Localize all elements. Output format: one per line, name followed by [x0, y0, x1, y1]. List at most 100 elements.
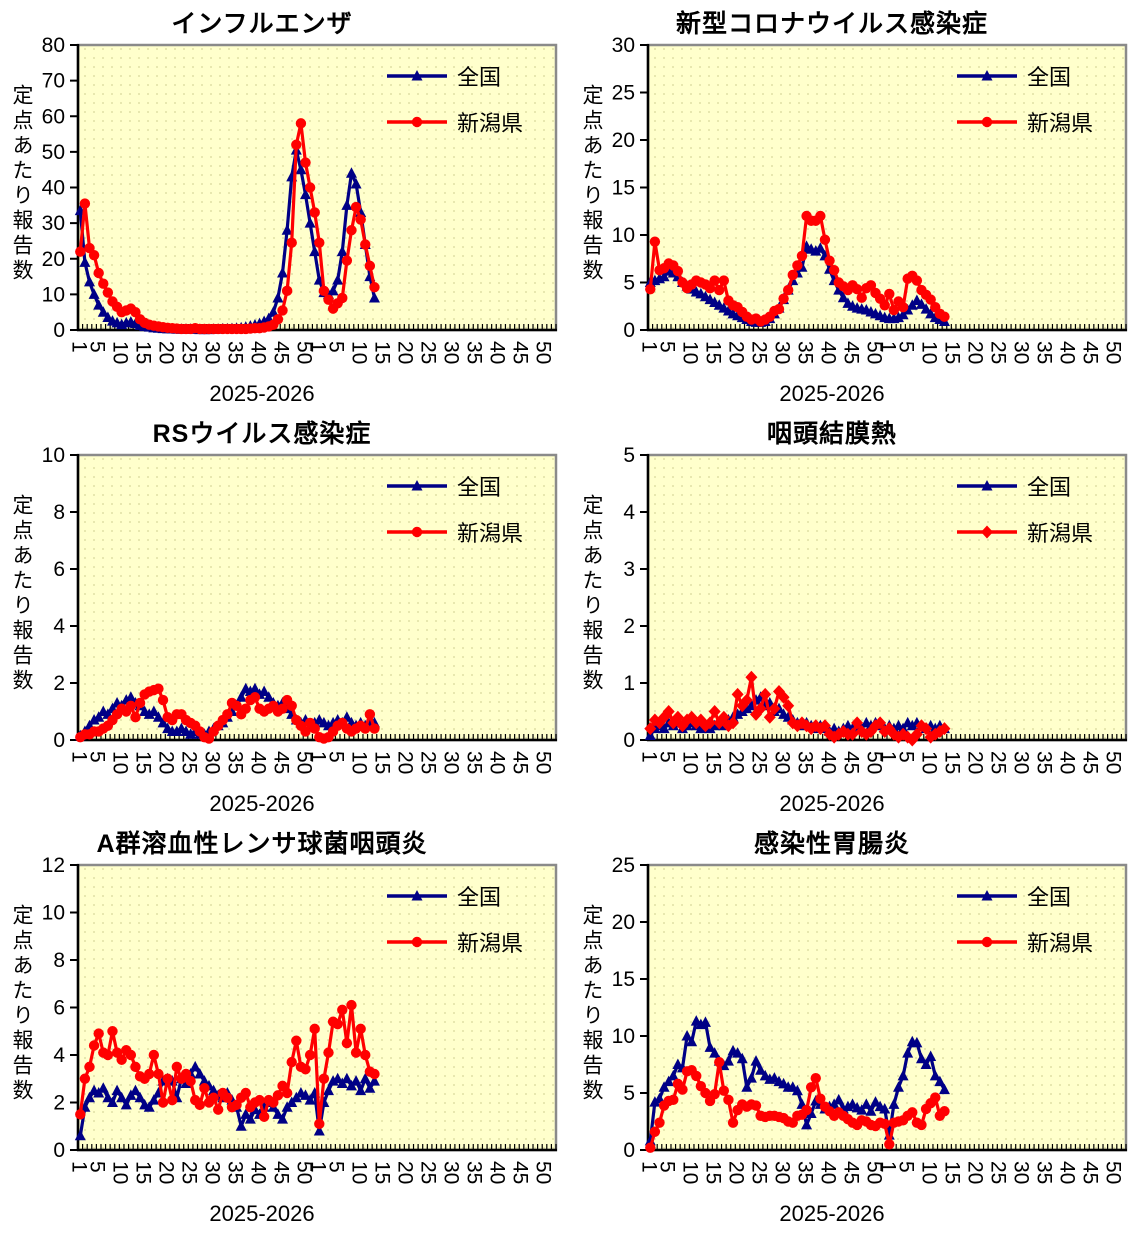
legend-label: 新潟県	[1027, 521, 1094, 546]
svg-text:45: 45	[270, 341, 293, 364]
svg-text:30: 30	[612, 34, 635, 57]
legend-marker-national	[957, 70, 1017, 81]
svg-text:40: 40	[42, 177, 65, 200]
svg-text:25: 25	[987, 341, 1010, 364]
svg-text:10: 10	[42, 902, 65, 925]
svg-text:1: 1	[67, 751, 90, 763]
svg-text:45: 45	[509, 341, 532, 364]
svg-text:50: 50	[1102, 751, 1125, 774]
svg-text:10: 10	[918, 341, 941, 364]
svg-text:35: 35	[1033, 341, 1056, 364]
svg-text:5: 5	[86, 751, 109, 763]
svg-text:10: 10	[109, 1161, 132, 1184]
svg-text:5: 5	[895, 751, 918, 763]
svg-text:10: 10	[42, 444, 65, 467]
svg-text:30: 30	[771, 751, 794, 774]
svg-text:45: 45	[840, 751, 863, 774]
svg-text:5: 5	[895, 341, 918, 353]
chart-title: インフルエンザ	[171, 10, 353, 38]
svg-text:15: 15	[941, 751, 964, 774]
svg-text:5: 5	[325, 1161, 348, 1173]
svg-text:45: 45	[1079, 751, 1102, 774]
svg-text:50: 50	[863, 1161, 886, 1184]
svg-text:25: 25	[748, 341, 771, 364]
svg-text:6: 6	[53, 558, 65, 581]
legend-marker-national	[957, 480, 1017, 491]
svg-text:30: 30	[201, 1161, 224, 1184]
svg-text:1: 1	[306, 751, 329, 763]
legend-item-niigata: 新潟県	[955, 106, 1093, 138]
x-axis-caption: 2025-2026	[209, 1201, 315, 1226]
svg-text:4: 4	[623, 501, 635, 524]
legend-label: 新潟県	[1027, 931, 1094, 956]
svg-text:15: 15	[702, 751, 725, 774]
svg-text:20: 20	[725, 341, 748, 364]
svg-text:1: 1	[67, 1161, 90, 1173]
svg-text:1: 1	[623, 672, 635, 695]
svg-text:5: 5	[623, 444, 635, 467]
svg-text:15: 15	[132, 751, 155, 774]
legend-marker-national	[387, 70, 447, 81]
svg-text:10: 10	[42, 283, 65, 306]
chart-covid19: 新型コロナウイルス感染症 定点あたり報告数 0 5 10 15 20 25 30 1 5 10 15…	[570, 0, 1140, 410]
legend-label: 新潟県	[457, 931, 524, 956]
svg-text:3: 3	[623, 558, 635, 581]
svg-text:40: 40	[817, 341, 840, 364]
legend-label: 新潟県	[1027, 111, 1094, 136]
svg-text:40: 40	[486, 341, 509, 364]
svg-text:40: 40	[486, 1161, 509, 1184]
svg-text:1: 1	[67, 341, 90, 353]
svg-text:15: 15	[371, 751, 394, 774]
svg-text:20: 20	[394, 341, 417, 364]
svg-text:45: 45	[840, 341, 863, 364]
svg-text:20: 20	[42, 248, 65, 271]
legend-label: 全国	[1027, 475, 1072, 500]
legend-item-national: 全国	[955, 470, 1093, 502]
svg-text:50: 50	[532, 341, 555, 364]
svg-text:45: 45	[270, 1161, 293, 1184]
svg-text:5: 5	[623, 272, 635, 295]
legend-item-national: 全国	[385, 880, 523, 912]
svg-text:45: 45	[509, 751, 532, 774]
svg-text:30: 30	[1010, 341, 1033, 364]
legend-item-niigata: 新潟県	[385, 516, 523, 548]
legend-marker-niigata	[387, 936, 447, 948]
legend-label: 全国	[457, 65, 502, 90]
svg-text:30: 30	[440, 341, 463, 364]
svg-text:5: 5	[656, 1161, 679, 1173]
svg-text:35: 35	[794, 751, 817, 774]
chart-influenza: インフルエンザ 定点あたり報告数 0 10 20 30 40 50 60 70 80 1 5 10 15…	[0, 0, 570, 410]
svg-text:35: 35	[794, 341, 817, 364]
svg-text:50: 50	[293, 751, 316, 774]
svg-text:35: 35	[794, 1161, 817, 1184]
svg-text:12: 12	[42, 854, 65, 877]
svg-text:8: 8	[53, 949, 65, 972]
svg-text:30: 30	[440, 751, 463, 774]
svg-text:25: 25	[748, 1161, 771, 1184]
y-axis-label: 定点あたり報告数	[580, 494, 603, 694]
svg-text:45: 45	[1079, 1161, 1102, 1184]
svg-text:45: 45	[270, 751, 293, 774]
svg-text:35: 35	[463, 751, 486, 774]
svg-text:0: 0	[53, 1139, 65, 1162]
svg-text:40: 40	[247, 1161, 270, 1184]
svg-text:1: 1	[306, 1161, 329, 1173]
svg-text:1: 1	[637, 341, 660, 353]
svg-text:50: 50	[863, 341, 886, 364]
y-axis-label: 定点あたり報告数	[10, 494, 33, 694]
svg-text:30: 30	[771, 1161, 794, 1184]
svg-text:10: 10	[348, 341, 371, 364]
svg-text:0: 0	[53, 729, 65, 752]
svg-text:30: 30	[1010, 1161, 1033, 1184]
svg-text:10: 10	[679, 1161, 702, 1184]
svg-text:40: 40	[1056, 751, 1079, 774]
y-axis-label: 定点あたり報告数	[10, 84, 33, 284]
svg-text:25: 25	[417, 341, 440, 364]
svg-text:5: 5	[656, 341, 679, 353]
svg-text:5: 5	[895, 1161, 918, 1173]
svg-text:20: 20	[155, 341, 178, 364]
